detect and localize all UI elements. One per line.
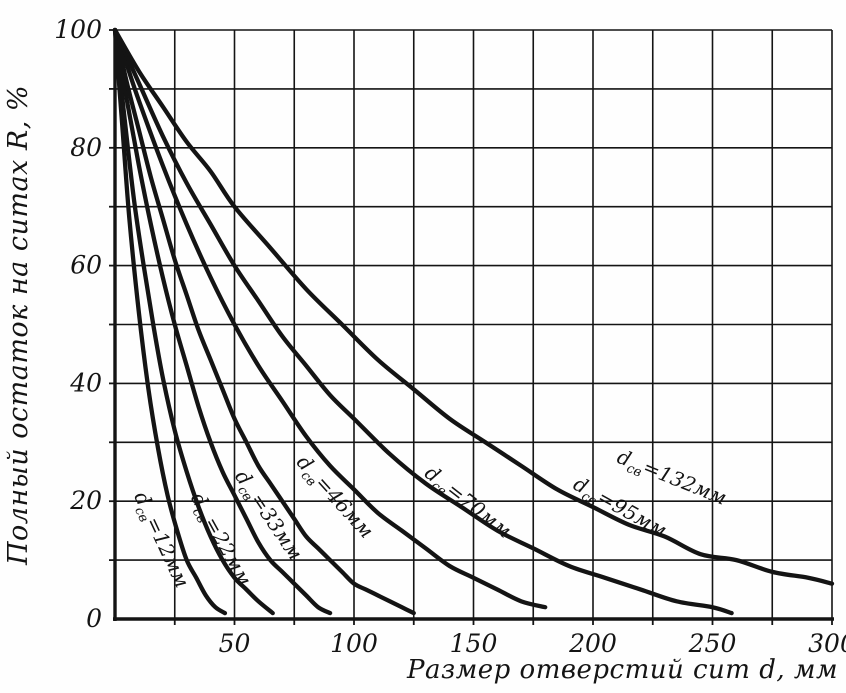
- y-axis-title: Полный остаток на ситах R, %: [3, 85, 34, 566]
- curve: [112, 27, 228, 616]
- curve: [112, 27, 734, 616]
- curve: [112, 27, 333, 616]
- curve-label: dсв=12мм: [126, 488, 195, 593]
- x-tick-label: 250: [688, 629, 737, 658]
- curve: [112, 27, 835, 586]
- y-tick-label: 40: [69, 368, 102, 397]
- y-tick-label: 100: [54, 15, 102, 44]
- curve: [112, 27, 416, 616]
- x-tick-label: 100: [330, 629, 378, 658]
- x-tick-label: 200: [568, 629, 617, 658]
- y-tick-label: 80: [70, 133, 102, 162]
- tick-labels: 50 100 150 200 250 300 0 20 40 60 80 100: [54, 15, 846, 658]
- y-tick-label: 0: [86, 604, 102, 633]
- x-tick-label: 150: [450, 629, 498, 658]
- x-axis-title: Размер отверстий сит d, мм: [406, 655, 838, 685]
- axes: [109, 28, 834, 625]
- axis-titles: Полный остаток на ситах R, % Размер отве…: [3, 85, 838, 685]
- x-tick-label: 50: [219, 629, 251, 658]
- y-tick-label: 60: [70, 251, 102, 280]
- curve: [112, 27, 275, 616]
- y-tick-label: 20: [69, 486, 102, 515]
- x-tick-label: 300: [808, 629, 846, 658]
- grid: [115, 29, 833, 619]
- curve: [112, 27, 548, 610]
